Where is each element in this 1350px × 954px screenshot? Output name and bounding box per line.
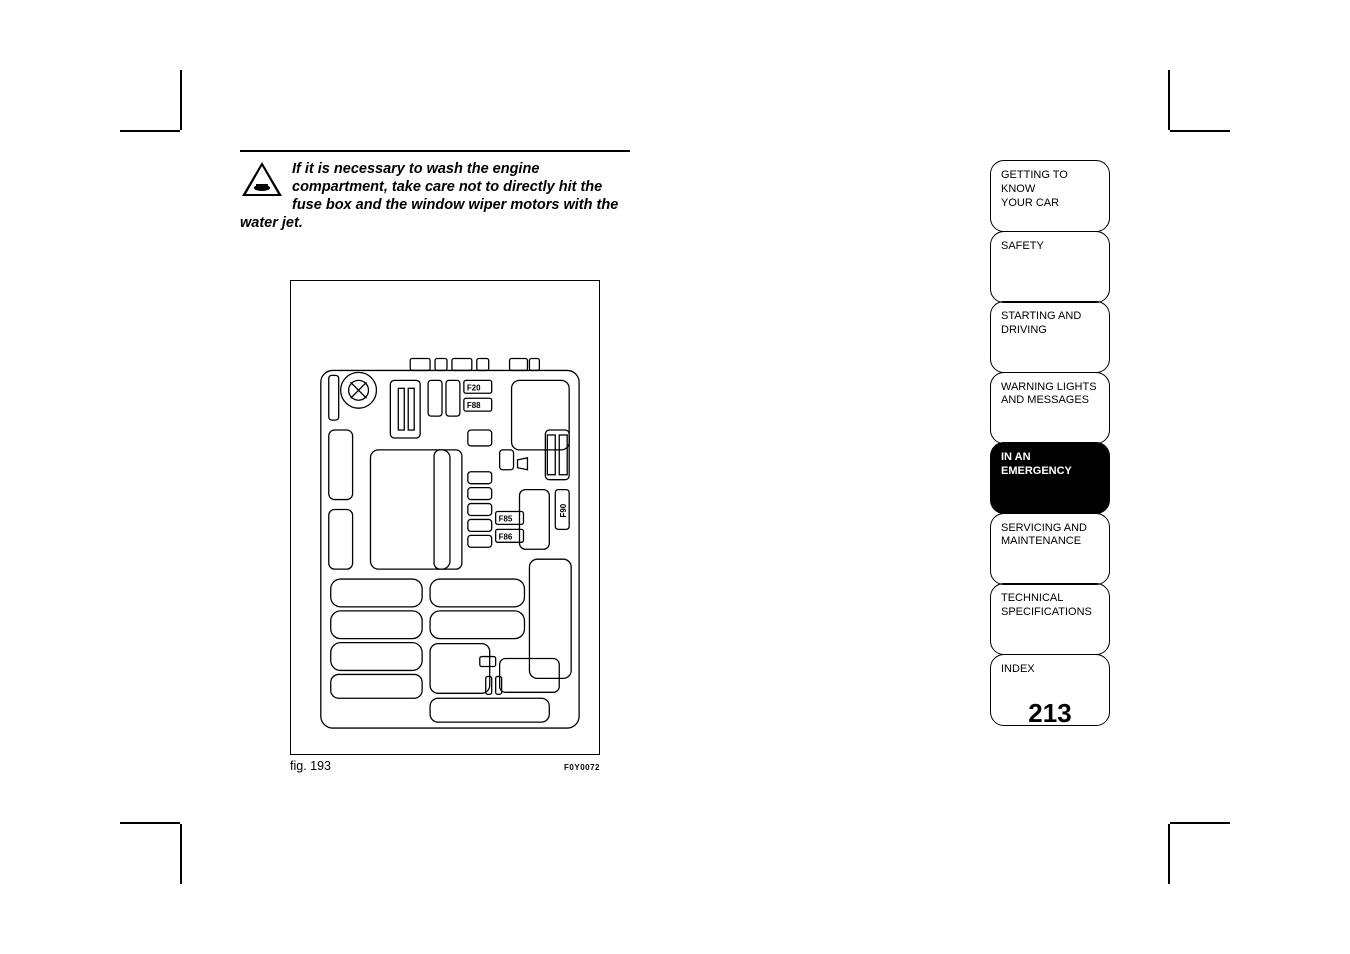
fuse-label-f88: F88 [467, 401, 481, 410]
tab-label: EMERGENCY [1001, 465, 1099, 479]
warning-text: If it is necessary to wash the engine co… [240, 160, 630, 233]
tab-technical-specs[interactable]: TECHNICAL SPECIFICATIONS [990, 583, 1110, 655]
tab-label: MAINTENANCE [1001, 535, 1099, 549]
page-content: If it is necessary to wash the engine co… [240, 150, 1110, 804]
tab-label: SPECIFICATIONS [1001, 606, 1099, 620]
warning-triangle-icon [240, 160, 284, 200]
tab-label: WARNING LIGHTS [1001, 381, 1099, 395]
crop-mark [1168, 70, 1170, 130]
tab-label: SAFETY [1001, 240, 1099, 254]
tab-emergency[interactable]: IN AN EMERGENCY [990, 442, 1110, 514]
figure-code: F0Y0072 [564, 763, 600, 772]
tab-label: DRIVING [1001, 324, 1099, 338]
tab-label: IN AN [1001, 451, 1099, 465]
figure-label: fig. 193 [290, 759, 331, 773]
fuse-label-f20: F20 [467, 383, 481, 392]
crop-mark [1168, 824, 1170, 884]
fuse-box-diagram: F20 F88 F85 F86 F90 [291, 281, 599, 753]
tab-starting-driving[interactable]: STARTING AND DRIVING [990, 301, 1110, 373]
fuse-diagram-frame: F20 F88 F85 F86 F90 [290, 280, 600, 755]
tab-label: GETTING TO KNOW [1001, 169, 1099, 197]
crop-mark [120, 822, 180, 824]
tab-label: AND MESSAGES [1001, 394, 1099, 408]
crop-mark [180, 824, 182, 884]
tab-label: STARTING AND [1001, 310, 1099, 324]
figure-wrapper: F20 F88 F85 F86 F90 fig. 193 F0Y0072 [290, 280, 600, 773]
figure-caption: fig. 193 F0Y0072 [290, 759, 600, 773]
crop-mark [180, 70, 182, 130]
tab-label: YOUR CAR [1001, 197, 1099, 211]
tab-safety[interactable]: SAFETY [990, 231, 1110, 303]
fuse-label-f86: F86 [499, 532, 513, 541]
crop-mark [1170, 130, 1230, 132]
tab-getting-to-know[interactable]: GETTING TO KNOW YOUR CAR [990, 160, 1110, 232]
fuse-label-f90: F90 [559, 503, 568, 517]
tab-label: SERVICING AND [1001, 522, 1099, 536]
tab-label: TECHNICAL [1001, 592, 1099, 606]
crop-mark [1170, 822, 1230, 824]
tab-label: INDEX [1001, 663, 1099, 677]
warning-block: If it is necessary to wash the engine co… [240, 150, 630, 233]
section-tabs: GETTING TO KNOW YOUR CAR SAFETY STARTING… [990, 160, 1110, 724]
tab-warning-lights[interactable]: WARNING LIGHTS AND MESSAGES [990, 372, 1110, 444]
crop-mark [120, 130, 180, 132]
tab-servicing[interactable]: SERVICING AND MAINTENANCE [990, 513, 1110, 585]
page-number: 213 [990, 698, 1110, 729]
fuse-label-f85: F85 [499, 514, 513, 523]
